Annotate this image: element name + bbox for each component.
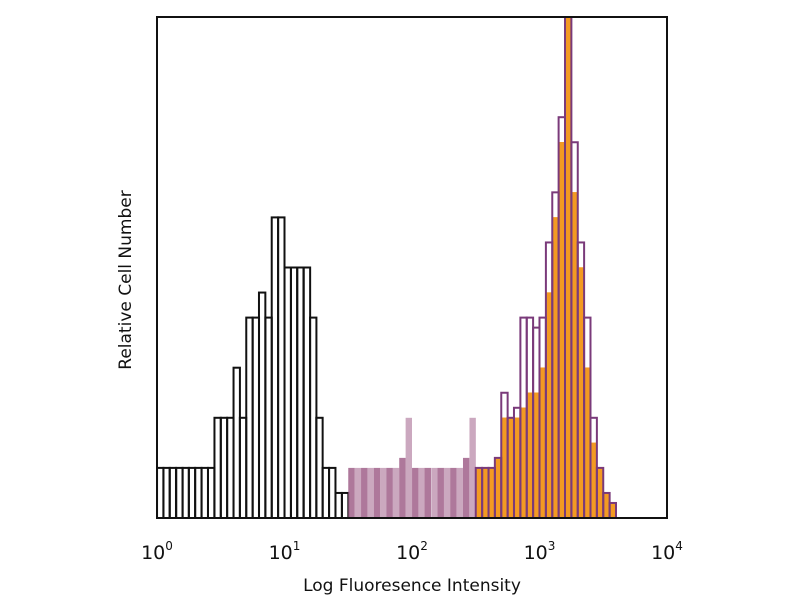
histogram-bar-background [450,467,457,518]
x-tick-label: 104 [651,539,683,564]
histogram-bar-background [443,467,451,518]
y-axis-label: Relative Cell Number [116,190,136,369]
x-tick-labels: 100 101 102 103 104 [141,539,683,564]
histogram-bar-background [418,467,425,518]
x-axis-label: Log Fluoresence Intensity [303,576,521,596]
histogram-bar-background [405,417,412,518]
histogram-bar-background [386,467,393,518]
histogram-bar-background [469,417,476,518]
histogram-bar-background [462,457,470,518]
histogram-bar-background [424,467,431,518]
histogram-bar-background [437,467,444,518]
histogram-bar-background [431,467,438,518]
histogram-bar-background [399,457,406,518]
histogram-bar-background [367,467,374,518]
x-tick-label: 101 [269,539,301,564]
x-tick-label: 103 [524,539,556,564]
histogram-bar-background [348,467,355,518]
histogram-bar-background [380,467,387,518]
histogram-bar-background [373,467,381,518]
histogram-bar-background [392,467,400,518]
histogram-bar-background [456,467,463,518]
histogram-bar-background [354,467,362,518]
x-tick-label: 102 [396,539,428,564]
plot-frame [156,16,668,519]
histogram-bar-background [361,467,368,518]
histogram-bar-background [412,467,419,518]
x-tick-label: 100 [141,539,173,564]
